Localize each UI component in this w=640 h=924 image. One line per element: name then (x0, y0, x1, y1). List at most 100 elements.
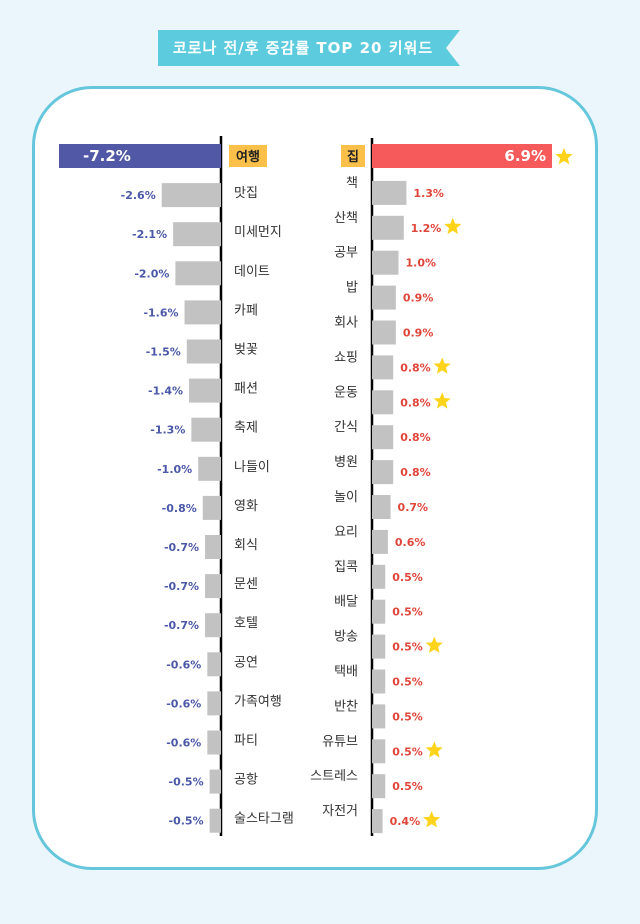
keyword-decrease: 미세먼지 (234, 225, 282, 240)
value-label-decrease: -0.6% (166, 658, 201, 671)
bar-increase (372, 564, 386, 589)
bar-increase (372, 529, 388, 554)
keyword-increase: 공부 (334, 246, 358, 261)
keyword-decrease: 술스타그램 (234, 812, 294, 827)
keyword-decrease: 호텔 (234, 616, 258, 631)
value-label-increase: 0.5% (392, 676, 423, 689)
bar-increase (372, 390, 394, 415)
value-label-decrease-top: -7.2% (83, 147, 131, 165)
value-label-decrease: -1.5% (146, 346, 181, 359)
keyword-decrease: 파티 (234, 734, 258, 749)
bar-decrease (184, 300, 221, 325)
value-label-decrease: -0.6% (166, 697, 201, 710)
keyword-decrease: 데이트 (234, 264, 270, 279)
value-label-decrease: -0.5% (169, 776, 204, 789)
keyword-increase: 집콕 (334, 560, 358, 575)
value-label-decrease: -1.6% (143, 306, 178, 319)
value-label-increase: 0.5% (392, 571, 423, 584)
keyword-decrease-top: 여행 (236, 149, 260, 165)
bar-increase (372, 355, 394, 380)
title-ribbon: 코로나 전/후 증감률 TOP 20 키워드 (158, 30, 460, 66)
value-label-increase-top: 6.9% (504, 147, 546, 165)
bar-decrease (161, 183, 221, 208)
keyword-increase: 반찬 (334, 699, 358, 714)
keyword-increase: 자전거 (322, 804, 358, 819)
bar-increase (372, 460, 394, 485)
star-icon (444, 217, 462, 235)
bar-decrease (207, 691, 221, 716)
bar-increase (372, 495, 391, 519)
bar-increase (372, 704, 386, 729)
value-label-decrease: -1.3% (150, 424, 185, 437)
keyword-decrease: 공항 (234, 773, 258, 788)
value-label-decrease: -0.8% (162, 502, 197, 515)
keyword-decrease: 카페 (234, 303, 258, 318)
value-label-decrease: -2.1% (132, 228, 167, 241)
star-icon (555, 148, 573, 165)
keyword-box-decrease-top (229, 145, 267, 167)
value-label-increase: 0.5% (392, 710, 423, 723)
bar-decrease (186, 339, 221, 364)
value-label-increase: 0.8% (400, 431, 431, 444)
bar-decrease (207, 652, 221, 677)
bar-decrease (205, 535, 221, 559)
keyword-decrease: 축제 (234, 421, 258, 436)
keyword-increase: 요리 (334, 525, 358, 540)
bar-increase (372, 809, 383, 834)
keyword-increase: 배달 (334, 595, 358, 610)
bar-decrease-top (59, 144, 221, 168)
value-label-increase: 0.5% (392, 780, 423, 793)
value-label-decrease: -1.0% (157, 463, 192, 476)
keyword-increase: 병원 (334, 455, 358, 470)
bar-decrease (202, 495, 221, 520)
chart-title: 코로나 전/후 증감률 TOP 20 키워드 (172, 39, 434, 57)
value-label-decrease: -0.7% (164, 541, 199, 554)
bar-increase (372, 320, 396, 345)
keyword-decrease: 영화 (234, 499, 258, 514)
bar-increase (372, 739, 386, 764)
bar-increase-top (372, 144, 552, 168)
keyword-increase: 놀이 (334, 490, 358, 505)
value-label-increase: 0.5% (392, 606, 423, 619)
keyword-increase: 택배 (334, 665, 358, 680)
bar-decrease (198, 456, 221, 481)
value-label-decrease: -0.7% (164, 580, 199, 593)
value-label-increase: 0.5% (392, 641, 423, 654)
keyword-decrease: 회식 (234, 538, 258, 553)
value-label-decrease: -2.6% (121, 189, 156, 202)
keyword-decrease: 맛집 (234, 186, 258, 201)
keyword-decrease: 벚꽃 (234, 343, 258, 358)
value-label-increase: 0.8% (400, 466, 431, 479)
keyword-increase: 방송 (334, 630, 358, 645)
bar-increase (372, 215, 404, 240)
bar-decrease (175, 261, 221, 286)
keyword-increase: 운동 (334, 385, 358, 400)
value-label-increase: 0.8% (400, 396, 431, 409)
value-label-decrease: -0.5% (169, 815, 204, 828)
value-label-decrease: -2.0% (134, 267, 169, 280)
value-label-increase: 0.8% (400, 361, 431, 374)
star-icon (425, 636, 443, 653)
keyword-increase: 산책 (334, 211, 358, 226)
star-icon (433, 357, 451, 374)
ribbon-shape (158, 30, 460, 66)
value-label-decrease: -0.6% (166, 737, 201, 750)
value-label-increase: 0.5% (392, 745, 423, 758)
keyword-box-increase-top (341, 145, 365, 167)
bar-decrease (209, 808, 221, 833)
keyword-increase: 책 (346, 176, 358, 191)
keyword-increase-top: 집 (347, 150, 359, 165)
bar-increase (372, 285, 396, 310)
value-label-increase: 0.9% (403, 327, 434, 340)
keyword-increase: 스트레스 (310, 769, 358, 784)
value-label-decrease: -0.7% (164, 619, 199, 632)
value-label-increase: 0.6% (395, 536, 426, 549)
bar-increase (372, 599, 386, 624)
value-label-increase: 1.2% (411, 222, 442, 235)
keyword-decrease: 문센 (234, 577, 258, 592)
keyword-increase: 간식 (334, 420, 358, 435)
star-icon (433, 392, 451, 409)
keyword-decrease: 가족여행 (234, 693, 282, 709)
bar-decrease (205, 574, 221, 599)
bar-decrease (209, 769, 221, 794)
